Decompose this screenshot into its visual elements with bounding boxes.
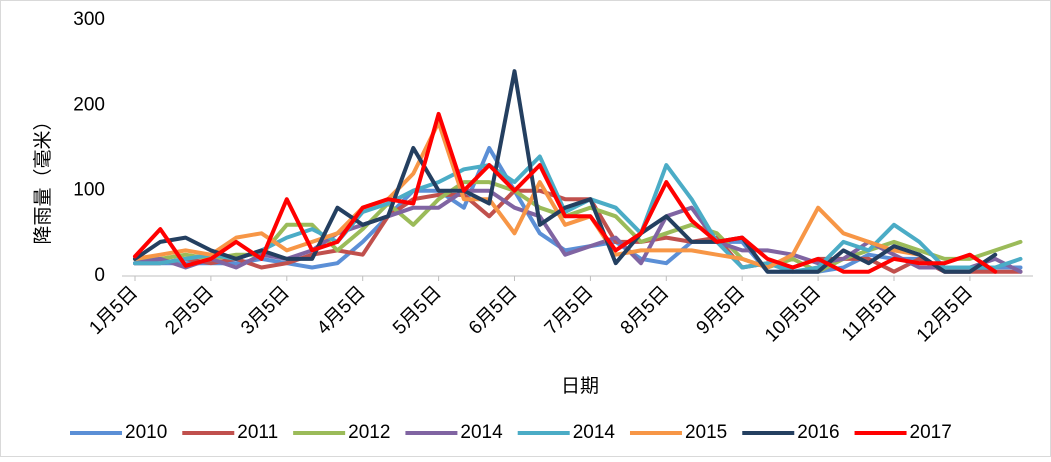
data-line [133,180,1023,274]
legend-label: 2012 [348,422,390,443]
data-line [133,111,998,274]
x-axis-title: 日期 [561,375,599,397]
legend-label: 2011 [237,422,278,443]
y-tick-label: 0 [94,265,105,286]
legend-label: 2010 [125,422,167,443]
data-line [133,154,1023,274]
y-tick-label: 300 [73,9,105,30]
legend-label: 2014 [460,422,503,443]
legend-label: 2017 [910,422,952,443]
data-line [133,120,922,270]
y-tick-label: 100 [73,180,105,201]
y-tick-label: 200 [73,94,105,115]
y-axis-title: 降雨量（毫米） [32,111,54,244]
legend-label: 2016 [797,422,839,443]
data-line [133,69,998,274]
legend-label: 2015 [685,422,727,443]
legend-label: 2014 [573,422,616,443]
